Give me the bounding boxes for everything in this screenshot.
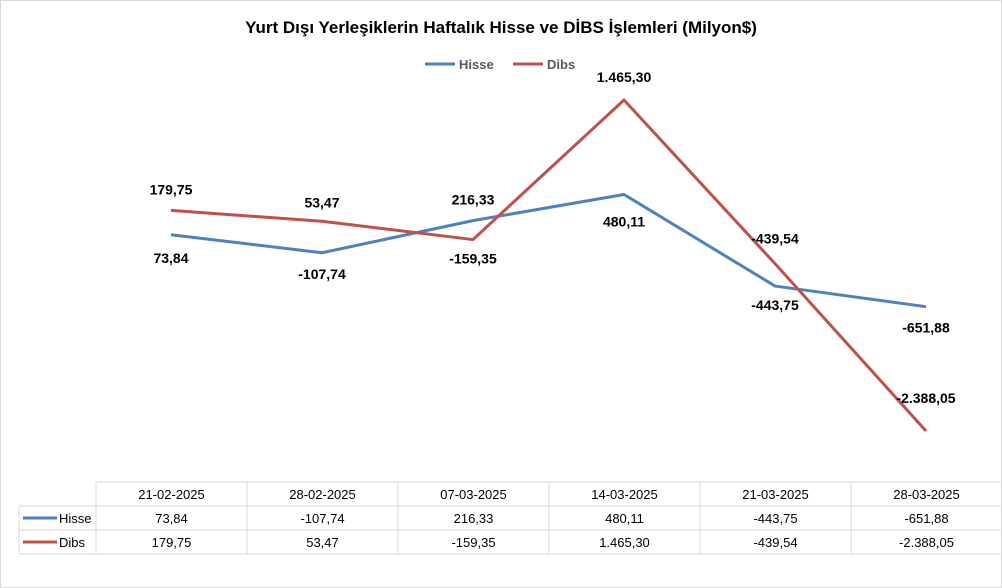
table-row-label-dibs: Dibs <box>59 535 86 550</box>
data-label-hisse-2: 216,33 <box>452 192 495 208</box>
data-label-hisse-5: -651,88 <box>902 320 950 336</box>
legend-label-dibs: Dibs <box>547 57 575 72</box>
table-cell-dibs-3: 1.465,30 <box>599 535 650 550</box>
table-header-2: 07-03-2025 <box>440 487 507 502</box>
legend-label-hisse: Hisse <box>459 57 494 72</box>
table-row-label-hisse: Hisse <box>59 511 92 526</box>
table-header-1: 28-02-2025 <box>289 487 356 502</box>
data-labels: 73,84 -107,74 216,33 480,11 -443,75 -651,88 17… <box>150 69 956 406</box>
chart-title: Yurt Dışı Yerleşiklerin Haftalık Hisse v… <box>245 18 757 37</box>
table-cell-hisse-0: 73,84 <box>155 511 188 526</box>
data-label-dibs-0: 179,75 <box>150 181 193 197</box>
data-label-dibs-5: -2.388,05 <box>896 390 955 406</box>
table-header-5: 28-03-2025 <box>893 487 960 502</box>
data-label-dibs-3: 1.465,30 <box>597 69 652 85</box>
table-cell-hisse-2: 216,33 <box>454 511 494 526</box>
data-label-hisse-0: 73,84 <box>153 250 188 266</box>
data-label-dibs-1: 53,47 <box>304 194 339 210</box>
series-line-hisse <box>170 193 927 309</box>
data-label-hisse-4: -443,75 <box>751 297 799 313</box>
table-cell-hisse-1: -107,74 <box>300 511 344 526</box>
plot-area <box>170 98 928 433</box>
table-header-4: 21-03-2025 <box>742 487 809 502</box>
data-label-hisse-1: -107,74 <box>298 266 346 282</box>
series-line-dibs <box>170 98 928 433</box>
table-cell-hisse-4: -443,75 <box>753 511 797 526</box>
table-cell-dibs-2: -159,35 <box>451 535 495 550</box>
table-cell-dibs-0: 179,75 <box>152 535 192 550</box>
table-cell-dibs-5: -2.388,05 <box>899 535 954 550</box>
table-cell-dibs-4: -439,54 <box>753 535 797 550</box>
data-table: 21-02-2025 28-02-2025 07-03-2025 14-03-2025… <box>18 481 1001 555</box>
table-cell-dibs-1: 53,47 <box>306 535 339 550</box>
data-label-dibs-2: -159,35 <box>449 251 497 267</box>
legend: Hisse Dibs <box>425 57 575 72</box>
data-label-dibs-4: -439,54 <box>751 231 799 247</box>
data-label-hisse-3: 480,11 <box>603 214 645 230</box>
table-cell-hisse-5: -651,88 <box>904 511 948 526</box>
table-cell-hisse-3: 480,11 <box>605 511 644 526</box>
table-header-3: 14-03-2025 <box>591 487 658 502</box>
table-header-0: 21-02-2025 <box>138 487 205 502</box>
